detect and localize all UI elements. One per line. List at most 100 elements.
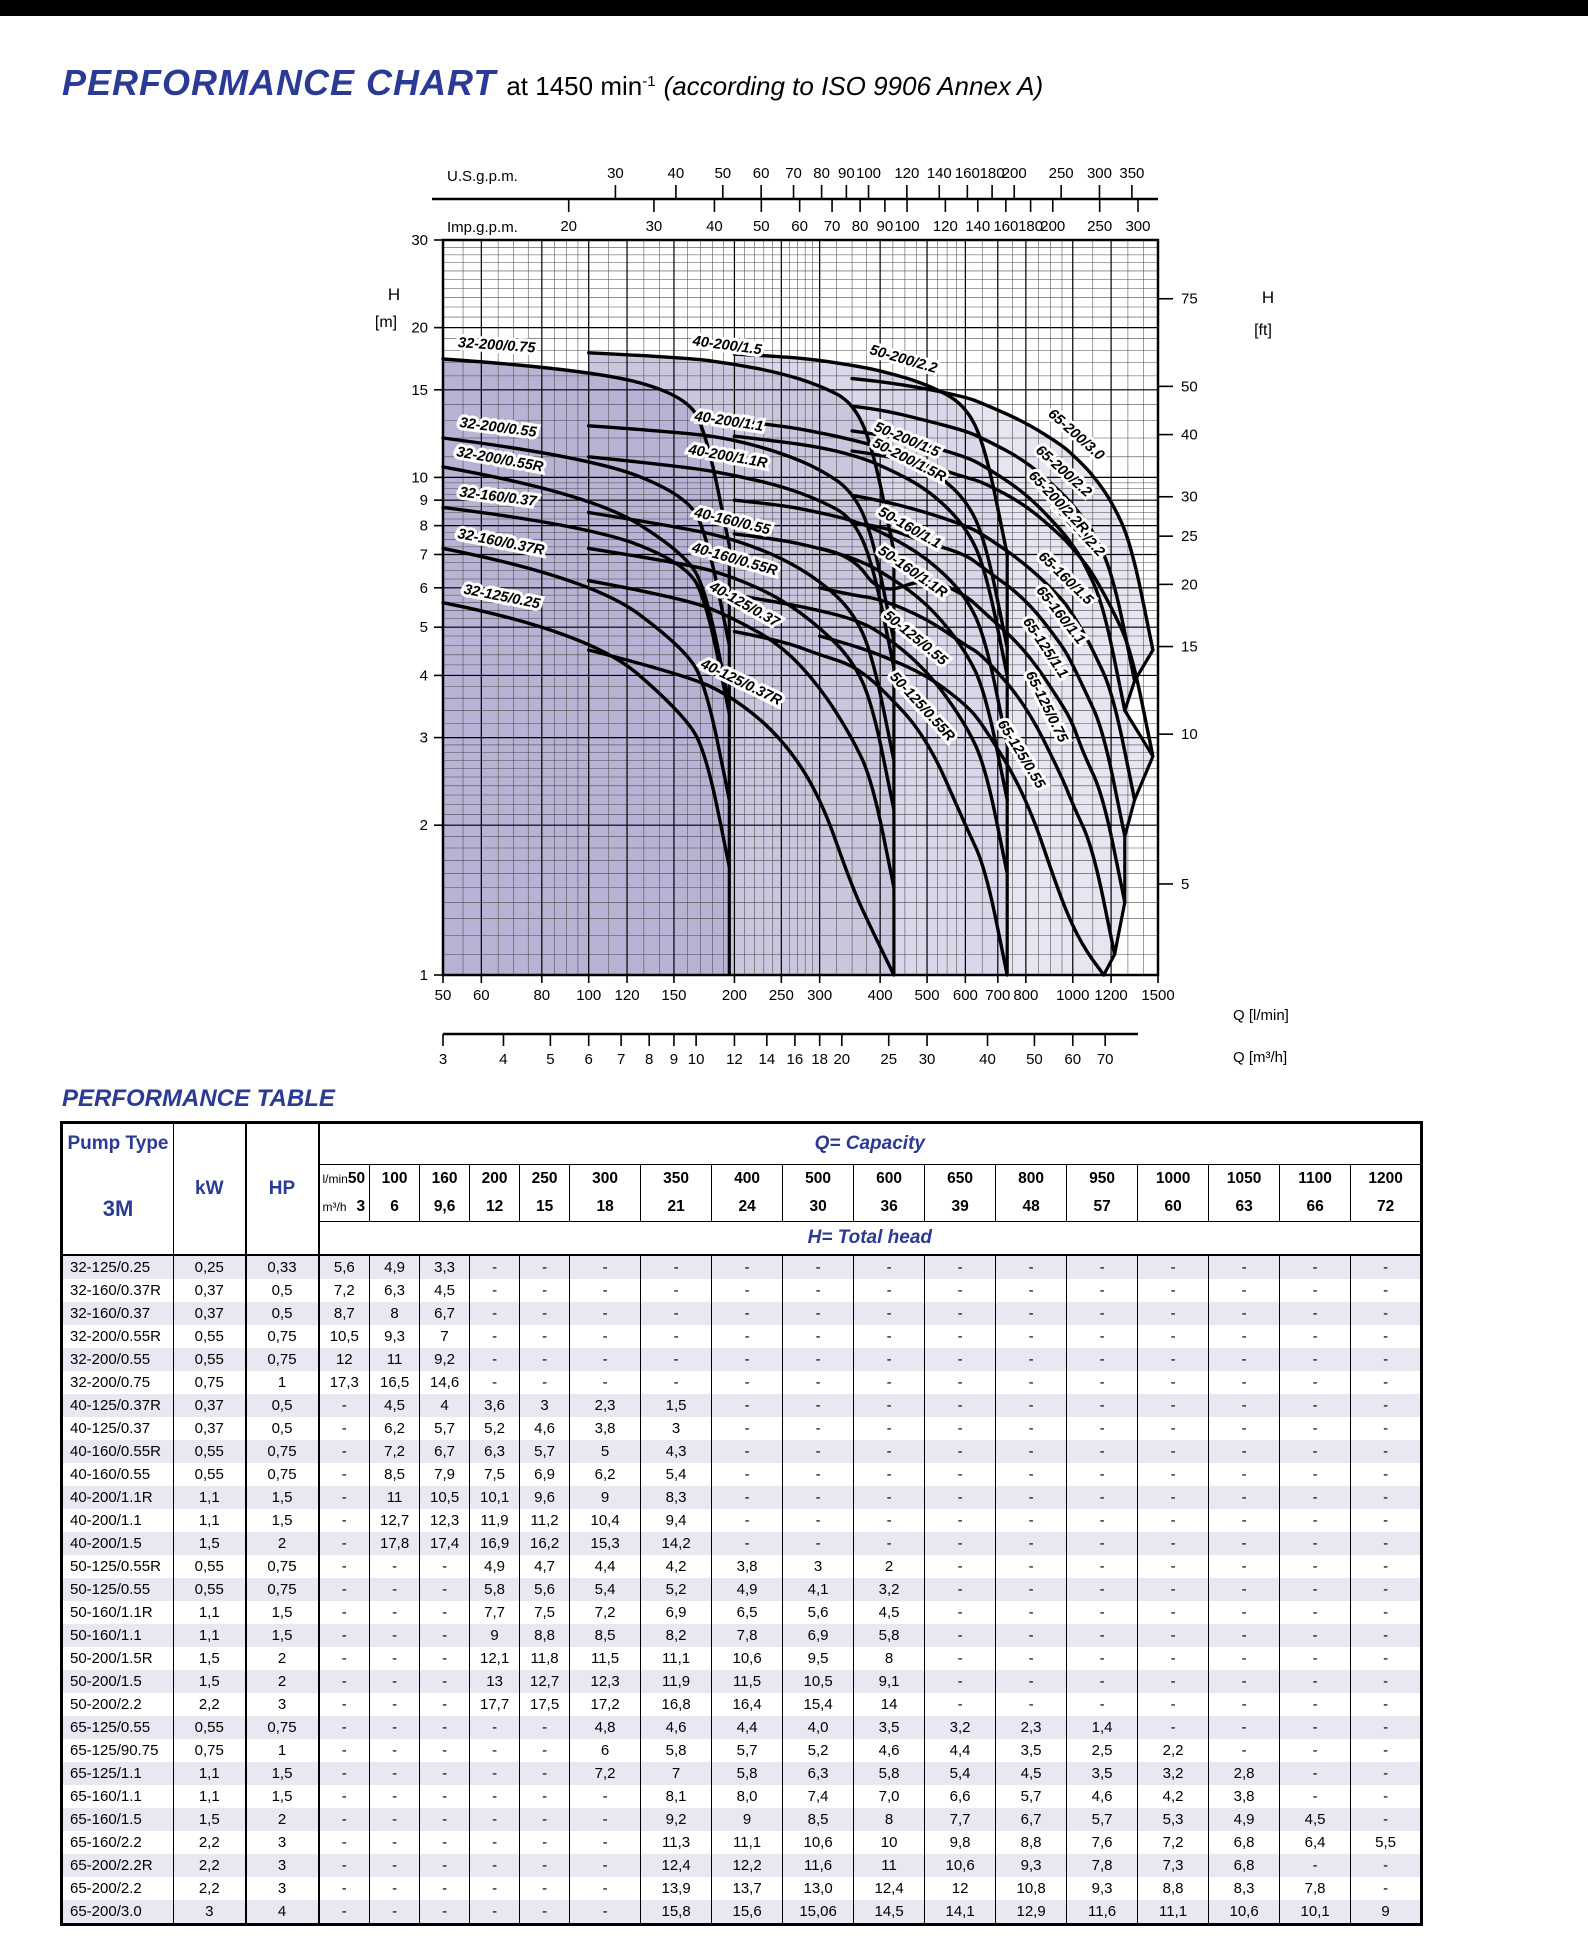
head-value-cell: - <box>469 1347 520 1371</box>
head-value-cell: 10,6 <box>1208 1899 1280 1924</box>
us-gpm-tick: 200 <box>1002 165 1027 182</box>
table-row: 50-200/1.5R 1,5 2- - -12,1 11,8 11,5 11,1 10,6 9,… <box>61 1646 1422 1670</box>
hp-cell: 1,5 <box>244 1508 319 1532</box>
pump-curve <box>850 449 1155 759</box>
capacity-lmin-col: 300 <box>569 1163 641 1193</box>
h-ft-tick: 15 <box>1181 639 1198 656</box>
plot-border <box>441 238 1160 977</box>
head-value-cell: 7,2 <box>317 1278 370 1302</box>
head-value-cell: - <box>782 1508 854 1532</box>
pump-type-cell: 50-200/1.5 <box>61 1669 174 1693</box>
capacity-m3h-col: 24 <box>711 1192 783 1222</box>
head-value-cell: - <box>317 1416 370 1440</box>
head-value-cell: 15,4 <box>782 1692 854 1716</box>
head-value-cell: - <box>1350 1278 1422 1302</box>
head-value-cell: 10,6 <box>924 1853 996 1877</box>
head-value-cell: 9,3 <box>1066 1876 1138 1900</box>
head-value-cell: - <box>1137 1692 1209 1716</box>
capacity-lmin-col: l/min 50 <box>317 1163 370 1193</box>
head-value-cell: - <box>1066 1669 1138 1693</box>
head-value-cell: - <box>924 1508 996 1532</box>
head-value-cell: - <box>317 1462 370 1486</box>
pump-type-cell: 50-200/2.2 <box>61 1692 174 1716</box>
capacity-lmin-col: 1100 <box>1279 1163 1351 1193</box>
pump-type-cell: 32-200/0.55 <box>61 1347 174 1371</box>
capacity-lmin-col: 1000 <box>1137 1163 1209 1193</box>
pump-type-cell: 65-160/1.1 <box>61 1784 174 1808</box>
head-value-cell: 11,1 <box>1137 1899 1209 1924</box>
head-value-cell: - <box>469 1370 520 1394</box>
head-value-cell: 2,3 <box>569 1393 641 1417</box>
title-performance-chart: PERFORMANCE CHART <box>62 62 497 103</box>
head-value-cell: - <box>369 1692 420 1716</box>
head-value-cell: - <box>995 1669 1067 1693</box>
head-value-cell: 6,8 <box>1208 1830 1280 1854</box>
q-m3h-tick: 18 <box>811 1051 828 1068</box>
head-value-cell: 17,5 <box>519 1692 570 1716</box>
head-value-cell: - <box>1208 1462 1280 1486</box>
head-value-cell: - <box>1350 1807 1422 1831</box>
head-value-cell: 17,4 <box>419 1531 470 1555</box>
head-value-cell: - <box>1350 1531 1422 1555</box>
head-value-cell: 6 <box>569 1738 641 1762</box>
head-value-cell: 4,5 <box>1279 1807 1351 1831</box>
head-value-cell: - <box>782 1301 854 1325</box>
hp-cell: 1 <box>244 1738 319 1762</box>
head-value-cell: - <box>1137 1462 1209 1486</box>
bottom-axis: 50 60 80 100 120 150 200 250 300 400 500 600 700 800 1… <box>435 975 1289 1068</box>
head-value-cell: 6,2 <box>369 1416 420 1440</box>
pump-curve <box>441 436 731 647</box>
head-value-cell: - <box>469 1761 520 1785</box>
head-value-cell: - <box>711 1324 783 1348</box>
head-value-cell: 11,3 <box>640 1830 712 1854</box>
head-value-cell: - <box>1279 1761 1351 1785</box>
pump-curve <box>732 593 1009 876</box>
head-value-cell: 8,0 <box>711 1784 783 1808</box>
capacity-lmin-col: 100 <box>369 1163 420 1193</box>
head-value-cell: 11,9 <box>640 1669 712 1693</box>
head-value-cell: 15,6 <box>711 1899 783 1924</box>
pump-type-cell: 40-200/1.5 <box>61 1531 174 1555</box>
table-row: 40-160/0.55R 0,55 0,75-7,2 6,7 6,3 5,7 5 4,3- - -… <box>61 1439 1422 1463</box>
head-value-cell: - <box>711 1301 783 1325</box>
head-value-cell: 8,2 <box>640 1623 712 1647</box>
head-value-cell: 12,9 <box>995 1899 1067 1924</box>
head-value-cell: 11,1 <box>711 1830 783 1854</box>
head-value-cell: 11 <box>853 1853 925 1877</box>
h-m-tick: 3 <box>420 730 428 747</box>
table-row: 50-160/1.1 1,1 1,5- - -9 8,8 8,5 8,2 7,8 6,9 5,8- -… <box>61 1623 1422 1647</box>
capacity-m3h-col: 18 <box>569 1192 641 1222</box>
pump-type-cell: 50-200/1.5R <box>61 1646 174 1670</box>
h-m-tick: 20 <box>411 320 428 337</box>
pump-curve <box>732 434 1009 678</box>
pump-type-cell: 65-125/0.55 <box>61 1715 174 1739</box>
head-value-cell: - <box>1066 1439 1138 1463</box>
right-axis-symbol: H <box>1262 288 1274 307</box>
head-value-cell: 11,1 <box>640 1646 712 1670</box>
kw-cell: 0,37 <box>173 1301 246 1325</box>
head-value-cell: - <box>469 1784 520 1808</box>
head-value-cell: 7,8 <box>1066 1853 1138 1877</box>
head-value-cell: - <box>317 1830 370 1854</box>
capacity-m3h-col: 72 <box>1350 1192 1422 1222</box>
head-value-cell: - <box>317 1853 370 1877</box>
table-row: 65-200/3.0 3 4- - - - - -15,8 15,6 15,06 14,5 14,1 1… <box>61 1899 1422 1924</box>
head-value-cell: - <box>1350 1623 1422 1647</box>
head-value-cell: - <box>1137 1393 1209 1417</box>
head-value-cell: 7,5 <box>519 1600 570 1624</box>
head-value-cell: - <box>782 1531 854 1555</box>
table-row: 32-160/0.37 0,37 0,5 8,7 8 6,7- - - - - - - - - - - - - - <box>61 1301 1422 1325</box>
head-value-cell: - <box>1208 1600 1280 1624</box>
head-value-cell: 4,4 <box>924 1738 996 1762</box>
head-value-cell: - <box>640 1254 712 1279</box>
head-value-cell: - <box>711 1439 783 1463</box>
head-value-cell: - <box>1208 1646 1280 1670</box>
capacity-lmin-col: 1050 <box>1208 1163 1280 1193</box>
head-value-cell: - <box>853 1485 925 1509</box>
head-value-cell: - <box>1279 1853 1351 1877</box>
head-value-cell: 4,1 <box>782 1577 854 1601</box>
h-ft-tick: 40 <box>1181 427 1198 444</box>
hp-cell: 3 <box>244 1876 319 1900</box>
head-value-cell: 11,6 <box>1066 1899 1138 1924</box>
